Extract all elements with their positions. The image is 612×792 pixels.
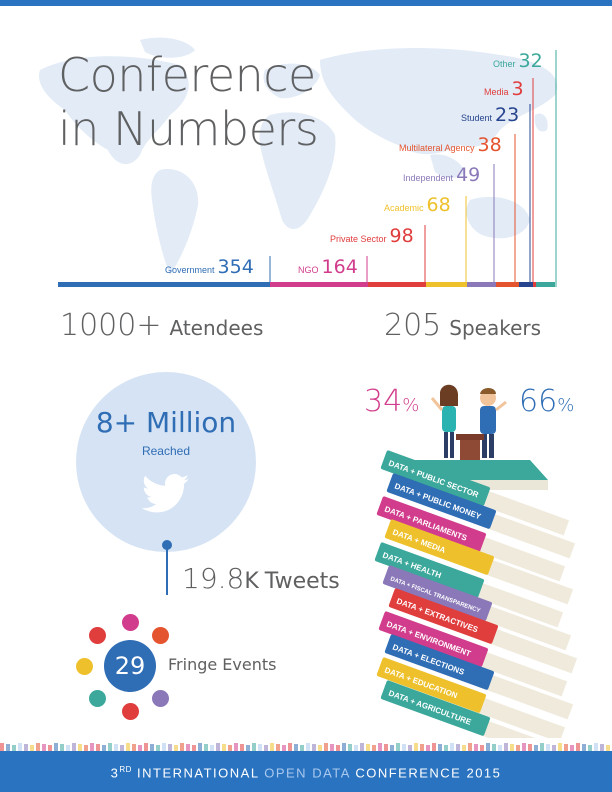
category-other: Other 32 (493, 50, 543, 72)
category-value: 49 (456, 164, 481, 186)
footer-bar: 3RD INTERNATIONAL OPEN DATA CONFERENCE 2… (0, 751, 612, 792)
category-label: Other (493, 59, 516, 69)
category-label: Media (484, 87, 509, 97)
category-value: 98 (389, 225, 414, 247)
category-bar (58, 282, 555, 287)
attendees-stat: 1000+ Atendees (60, 308, 263, 343)
category-multilateral: Multilateral Agency 38 (399, 134, 502, 156)
category-academic: Academic 68 (384, 194, 451, 216)
category-label: Student (461, 113, 493, 123)
category-value: 23 (495, 104, 520, 126)
tweets-stat: 19.8K Tweets (182, 562, 340, 595)
category-government: Government 354 (165, 256, 254, 278)
category-label: Independent (403, 173, 454, 183)
speakers-label: Speakers (449, 316, 542, 340)
title-line-1: Conference (58, 48, 316, 102)
category-label: NGO (298, 265, 319, 275)
footer-ordinal-suffix: RD (119, 765, 132, 774)
tweet-pointer-line (166, 545, 168, 595)
category-value: 38 (477, 134, 502, 156)
category-media: Media 3 (484, 78, 524, 100)
female-unit: % (402, 395, 420, 416)
attendees-number: 1000+ (60, 308, 162, 343)
category-value: 32 (518, 50, 543, 72)
title-line-2: in Numbers (58, 102, 319, 156)
footer-pattern (0, 743, 610, 751)
fringe-dot (152, 627, 169, 644)
fringe-dot (122, 703, 139, 720)
fringe-count-badge: 29 (104, 640, 156, 692)
category-label: Academic (384, 203, 424, 213)
fringe-dot (89, 627, 106, 644)
male-percentage: 66% (519, 384, 574, 419)
world-map (39, 37, 558, 275)
female-value: 34 (364, 384, 403, 419)
reach-label: Reached (141, 444, 191, 458)
top-accent-bar (0, 0, 612, 6)
reach-number: 8+ Million (95, 406, 237, 439)
male-value: 66 (519, 384, 558, 419)
category-value: 3 (511, 78, 524, 100)
category-value: 164 (321, 256, 358, 278)
category-value: 354 (217, 256, 254, 278)
category-private: Private Sector 98 (330, 225, 414, 247)
attendees-label: Atendees (169, 316, 264, 340)
female-percentage: 34% (364, 384, 419, 419)
fringe-label: Fringe Events (168, 655, 277, 674)
fringe-dot (152, 690, 169, 707)
category-independent: Independent 49 (403, 164, 480, 186)
footer-ordinal: 3 (110, 765, 120, 781)
footer-word-data: DATA (312, 765, 351, 781)
speakers-figures (430, 384, 507, 470)
tweets-label: Tweets (264, 569, 340, 594)
fringe-dot (89, 690, 106, 707)
footer-word-international: INTERNATIONAL (137, 765, 260, 781)
page-title: Conference in Numbers (58, 48, 319, 156)
twitter-bird-icon (142, 474, 190, 513)
category-leader-lines (58, 50, 557, 287)
speakers-number: 205 (384, 308, 442, 343)
tweets-number: 19.8 (182, 562, 245, 595)
footer-word-open: OPEN (264, 765, 308, 781)
speakers-stat: 205 Speakers (384, 308, 541, 343)
category-value: 68 (426, 194, 451, 216)
category-label: Multilateral Agency (399, 143, 475, 153)
category-label: Private Sector (330, 234, 387, 244)
fringe-dot (76, 658, 93, 675)
category-label: Government (165, 265, 215, 275)
reach-circle: 8+ Million Reached (76, 372, 256, 552)
footer-word-conference: CONFERENCE 2015 (355, 765, 502, 781)
male-unit: % (557, 395, 575, 416)
footer-title: 3RD INTERNATIONAL OPEN DATA CONFERENCE 2… (0, 765, 612, 780)
category-ngo: NGO 164 (298, 256, 358, 278)
category-student: Student 23 (461, 104, 519, 126)
fringe-dot (122, 614, 139, 631)
tweets-suffix: K (244, 569, 259, 594)
